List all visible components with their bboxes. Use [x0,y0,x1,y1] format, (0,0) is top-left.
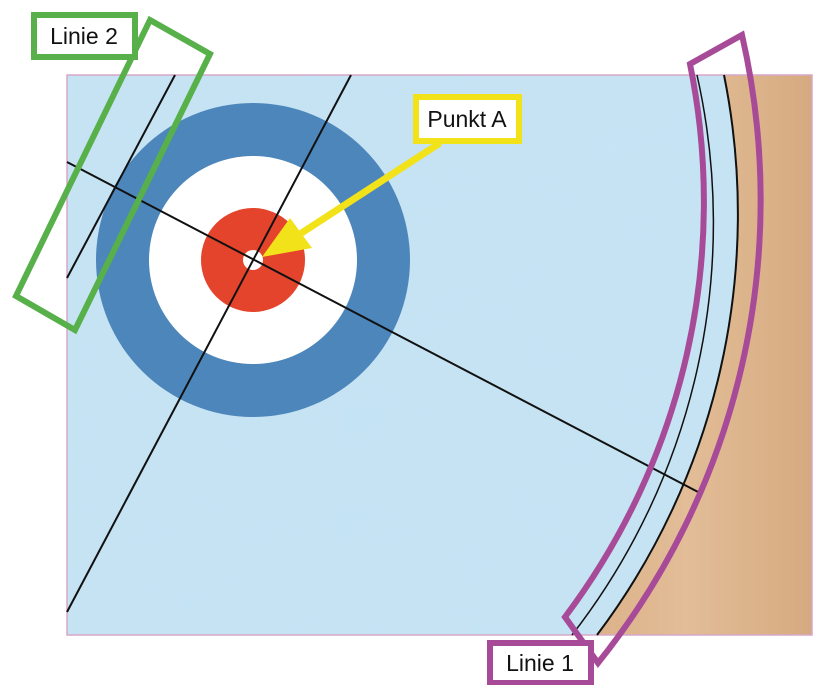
point-a-arrow-head [262,218,312,257]
point-a-label-box [413,94,522,144]
line1-label: Linie 1 [487,640,594,685]
curved-edge-inner [571,74,715,636]
line2-label-text: Linie 2 [50,23,118,49]
sheet-border [66,74,813,636]
center-line-diagonal [66,161,701,494]
point-a-arrow [262,140,442,257]
back-line [66,74,176,279]
sheet-lines [66,74,739,636]
line1-highlight-band [561,30,764,668]
point-a-label: Punkt A [413,94,522,144]
curved-edge-outer [596,74,739,636]
steep-line [66,74,352,613]
point-a-label-text: Punkt A [427,106,507,132]
line1-label-text: Linie 1 [506,650,574,676]
line2-label: Linie 2 [31,12,138,60]
point-a-arrow-shaft [298,140,442,237]
line2-label-box [31,12,138,60]
line1-label-box [487,640,594,685]
line2-highlight-box [12,15,214,335]
